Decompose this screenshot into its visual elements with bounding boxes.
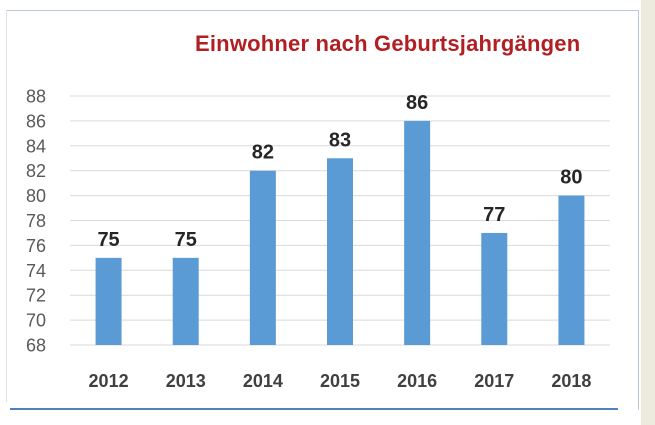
y-tick-label-76: 76 [26,236,46,256]
x-tick-label-2018: 2018 [551,371,591,391]
panel-border-bottom [10,408,618,410]
bar-2018 [558,195,585,345]
bar-2013 [172,257,199,345]
y-axis-tick-labels: 68 70 72 74 76 78 80 82 84 86 88 [26,87,46,356]
x-tick-label-2016: 2016 [397,371,437,391]
y-tick-label-84: 84 [26,136,46,156]
y-tick-label-74: 74 [26,261,46,281]
bar-2015 [327,158,353,345]
data-label-2018: 80 [560,167,582,189]
data-label-2016: 86 [406,92,428,114]
data-labels: 75 75 82 83 86 77 80 [97,92,582,251]
data-label-2012: 75 [97,229,119,251]
x-tick-label-2013: 2013 [166,371,206,391]
y-tick-label-82: 82 [26,161,46,181]
chart-panel: Einwohner nach Geburtsjahrgängen 68 70 72 7… [0,0,641,425]
bar-2017 [481,232,508,345]
data-label-2017: 77 [483,204,505,226]
panel-border-top [6,10,638,11]
y-tick-label-88: 88 [26,87,46,107]
y-tick-label-70: 70 [26,311,46,331]
panel-border-left [6,10,7,402]
y-tick-label-78: 78 [26,211,46,231]
x-tick-label-2014: 2014 [243,371,283,391]
x-tick-label-2012: 2012 [89,371,129,391]
data-label-2013: 75 [175,229,197,251]
x-axis-tick-labels: 2012 2013 2014 2015 2016 2017 2018 [89,371,592,391]
bars [95,120,585,346]
data-label-2014: 82 [252,142,274,164]
y-tick-label-68: 68 [26,336,46,356]
bar-chart: 68 70 72 74 76 78 80 82 84 86 88 75 75 82 83 86 77 80 20… [26,87,610,391]
y-tick-label-72: 72 [26,286,46,306]
panel-border-right [638,10,639,410]
bar-2016 [404,120,431,346]
chart-title: Einwohner nach Geburtsjahrgängen [195,31,581,56]
data-label-2015: 83 [329,129,351,151]
gridlines [70,95,610,346]
x-tick-label-2015: 2015 [320,371,360,391]
bar-2014 [249,170,276,345]
y-tick-label-86: 86 [26,111,46,131]
y-tick-label-80: 80 [26,186,46,206]
bar-2012 [95,257,122,345]
x-tick-label-2017: 2017 [474,371,514,391]
